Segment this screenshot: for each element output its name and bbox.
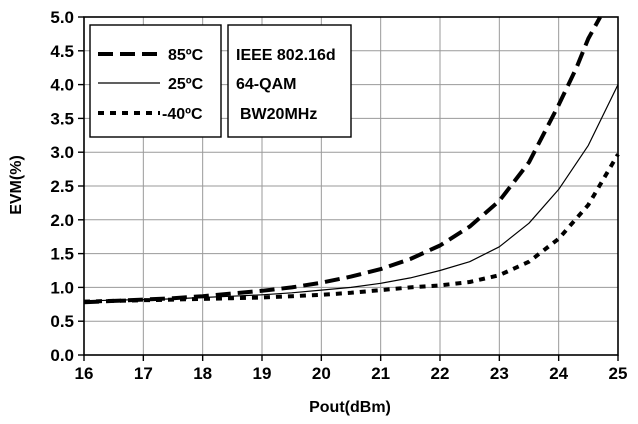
legend-box	[89, 24, 222, 138]
x-tick-label: 20	[312, 364, 331, 383]
legend: 85ºC 25ºC -40ºC	[89, 24, 222, 138]
y-tick-label: 0.5	[50, 312, 74, 331]
x-axis-ticks: 16 17 18 19 20 21 22 23 24 25	[75, 355, 628, 383]
y-tick-label: 3.5	[50, 109, 74, 128]
x-tick-label: 25	[609, 364, 628, 383]
annotation: IEEE 802.16d 64-QAM BW20MHz	[227, 24, 352, 138]
x-tick-label: 18	[193, 364, 212, 383]
y-tick-label: 2.5	[50, 177, 74, 196]
x-tick-label: 16	[75, 364, 94, 383]
y-axis-ticks: 0.0 0.5 1.0 1.5 2.0 2.5 3.0 3.5 4.0 4.5 5.0	[50, 8, 84, 365]
y-axis-label: EVM(%)	[8, 155, 25, 215]
y-tick-label: 4.5	[50, 42, 74, 61]
y-tick-label: 1.0	[50, 278, 74, 297]
x-tick-label: 23	[490, 364, 509, 383]
legend-label-minus40c: -40ºC	[162, 106, 203, 123]
annotation-line-1: IEEE 802.16d	[236, 47, 336, 64]
series-line-minus40c	[83, 153, 620, 304]
x-axis-label: Pout(dBm)	[309, 399, 391, 416]
series-line-85c	[83, 16, 602, 305]
x-tick-label: 17	[134, 364, 153, 383]
y-tick-label: 2.0	[50, 211, 74, 230]
x-tick-label: 24	[549, 364, 568, 383]
y-tick-label: 0.0	[50, 346, 74, 365]
y-tick-label: 3.0	[50, 143, 74, 162]
y-tick-label: 5.0	[50, 8, 74, 27]
annotation-line-3: BW20MHz	[240, 106, 317, 123]
series-lines	[83, 16, 620, 305]
legend-label-25c: 25ºC	[168, 76, 204, 93]
y-tick-label: 1.5	[50, 245, 74, 264]
annotation-box	[227, 24, 352, 138]
y-tick-label: 4.0	[50, 76, 74, 95]
annotation-line-2: 64-QAM	[236, 76, 296, 93]
legend-label-85c: 85ºC	[168, 47, 204, 64]
x-tick-label: 22	[431, 364, 450, 383]
x-tick-label: 19	[253, 364, 272, 383]
x-tick-label: 21	[371, 364, 390, 383]
